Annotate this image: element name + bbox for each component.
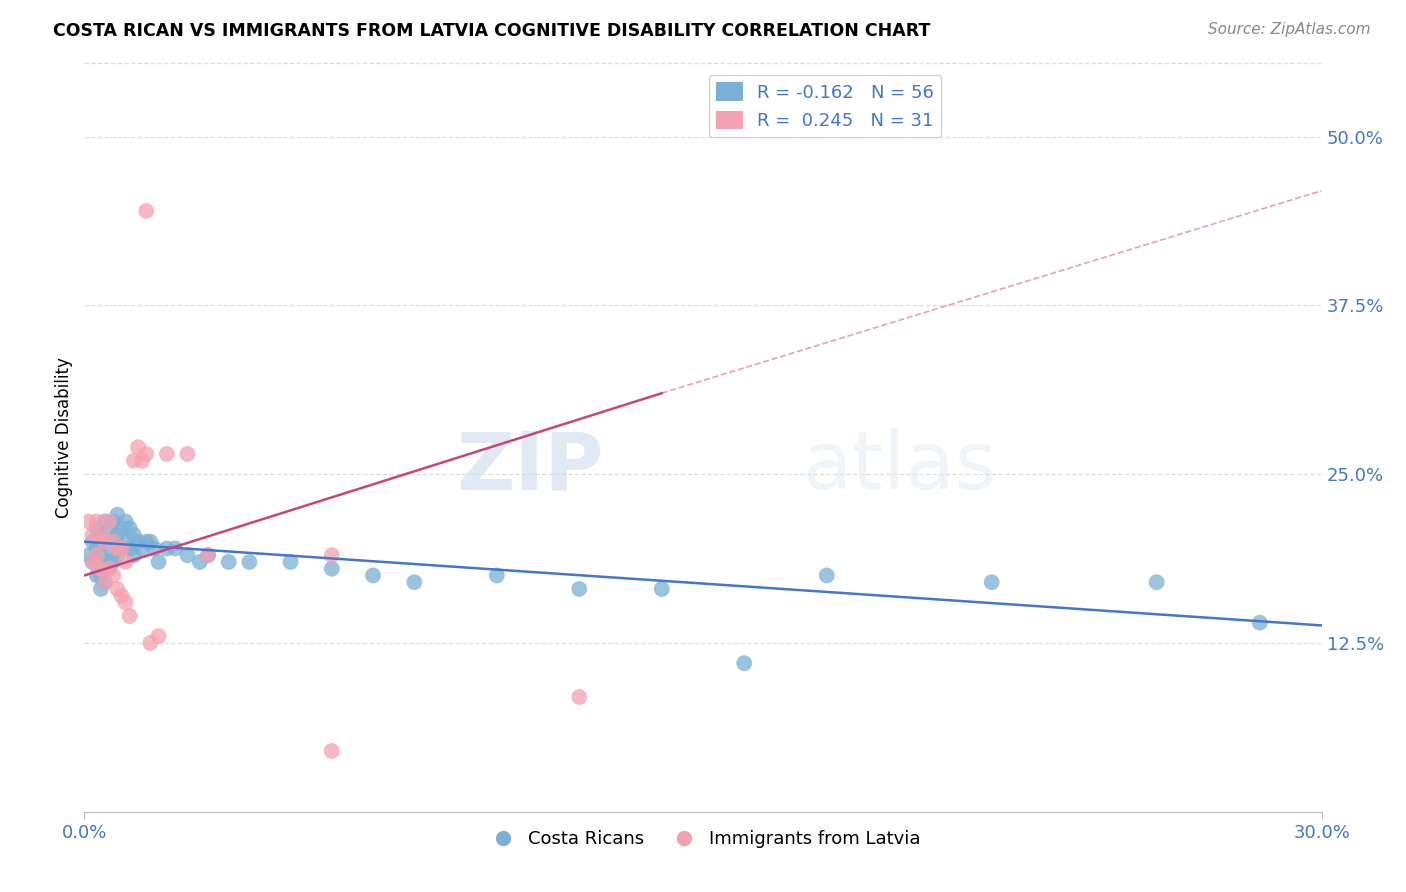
- Point: [361, 568, 384, 582]
- Point: [176, 447, 198, 461]
- Point: [105, 548, 128, 562]
- Point: [197, 548, 219, 562]
- Point: [139, 534, 162, 549]
- Point: [568, 690, 591, 704]
- Point: [103, 555, 125, 569]
- Point: [118, 521, 141, 535]
- Point: [94, 534, 117, 549]
- Point: [94, 575, 117, 590]
- Point: [90, 582, 112, 596]
- Point: [197, 548, 219, 562]
- Y-axis label: Cognitive Disability: Cognitive Disability: [55, 357, 73, 517]
- Point: [90, 562, 112, 576]
- Point: [82, 555, 104, 569]
- Point: [321, 744, 343, 758]
- Point: [105, 508, 128, 522]
- Point: [110, 589, 132, 603]
- Point: [568, 582, 591, 596]
- Point: [86, 515, 108, 529]
- Point: [105, 528, 128, 542]
- Point: [131, 541, 153, 556]
- Point: [148, 629, 170, 643]
- Point: [94, 575, 117, 590]
- Point: [404, 575, 426, 590]
- Point: [98, 541, 121, 556]
- Point: [980, 575, 1002, 590]
- Point: [82, 534, 104, 549]
- Point: [98, 515, 121, 529]
- Point: [280, 555, 302, 569]
- Point: [651, 582, 673, 596]
- Point: [127, 440, 149, 454]
- Point: [110, 521, 132, 535]
- Point: [156, 541, 179, 556]
- Legend: Costa Ricans, Immigrants from Latvia: Costa Ricans, Immigrants from Latvia: [478, 822, 928, 855]
- Point: [86, 541, 108, 556]
- Point: [815, 568, 838, 582]
- Point: [148, 555, 170, 569]
- Text: atlas: atlas: [801, 428, 997, 506]
- Point: [103, 515, 125, 529]
- Point: [114, 534, 136, 549]
- Point: [86, 521, 108, 535]
- Point: [90, 548, 112, 562]
- Text: ZIP: ZIP: [457, 428, 605, 506]
- Point: [110, 541, 132, 556]
- Point: [105, 582, 128, 596]
- Point: [82, 555, 104, 569]
- Point: [135, 447, 157, 461]
- Text: COSTA RICAN VS IMMIGRANTS FROM LATVIA COGNITIVE DISABILITY CORRELATION CHART: COSTA RICAN VS IMMIGRANTS FROM LATVIA CO…: [53, 22, 931, 40]
- Point: [114, 515, 136, 529]
- Point: [218, 555, 240, 569]
- Point: [733, 657, 755, 671]
- Point: [77, 548, 100, 562]
- Point: [86, 548, 108, 562]
- Point: [90, 568, 112, 582]
- Point: [188, 555, 211, 569]
- Point: [135, 203, 157, 218]
- Point: [86, 568, 108, 582]
- Point: [118, 609, 141, 624]
- Point: [90, 528, 112, 542]
- Point: [176, 548, 198, 562]
- Point: [122, 548, 145, 562]
- Point: [122, 528, 145, 542]
- Point: [1249, 615, 1271, 630]
- Point: [122, 453, 145, 467]
- Point: [321, 562, 343, 576]
- Point: [165, 541, 187, 556]
- Point: [238, 555, 260, 569]
- Point: [127, 534, 149, 549]
- Point: [143, 541, 166, 556]
- Point: [94, 555, 117, 569]
- Point: [114, 555, 136, 569]
- Point: [98, 562, 121, 576]
- Point: [98, 562, 121, 576]
- Point: [321, 548, 343, 562]
- Point: [82, 528, 104, 542]
- Point: [135, 534, 157, 549]
- Point: [103, 534, 125, 549]
- Point: [98, 521, 121, 535]
- Point: [103, 534, 125, 549]
- Point: [110, 541, 132, 556]
- Point: [118, 541, 141, 556]
- Point: [131, 453, 153, 467]
- Point: [485, 568, 508, 582]
- Point: [77, 515, 100, 529]
- Point: [1146, 575, 1168, 590]
- Point: [103, 568, 125, 582]
- Point: [94, 534, 117, 549]
- Point: [114, 595, 136, 609]
- Point: [139, 636, 162, 650]
- Point: [94, 515, 117, 529]
- Point: [90, 528, 112, 542]
- Text: Source: ZipAtlas.com: Source: ZipAtlas.com: [1208, 22, 1371, 37]
- Point: [156, 447, 179, 461]
- Point: [105, 541, 128, 556]
